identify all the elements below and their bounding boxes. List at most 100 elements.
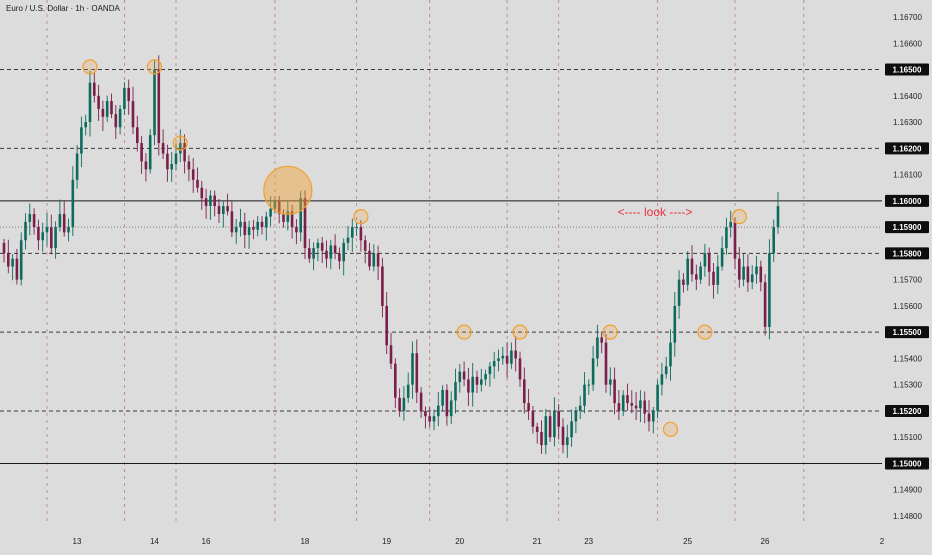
candle-body [131,101,135,128]
candlestick-series [2,55,780,458]
candle [179,129,182,163]
candle-body [174,153,178,165]
price-level-badge: 1.16200 [885,142,929,155]
candle [355,222,358,236]
candle-body [630,403,634,406]
candle-body [415,353,419,393]
candle-body [88,82,92,123]
candle [226,193,229,216]
candle-body [759,266,763,283]
time-axis[interactable]: 13 14 16 18 19 20 21 23 25 26 2 [73,537,885,546]
highlight-circle [697,324,713,340]
candle [140,136,143,174]
price-level-badge: 1.16500 [885,63,929,76]
candle [230,201,234,238]
price-badge-box [885,457,929,470]
candle [54,221,57,259]
candle [664,356,668,379]
candle [217,198,221,223]
candle [600,331,603,354]
candle [531,405,535,434]
candle-body [432,416,436,422]
candle-body [755,266,758,275]
candle-body [381,266,384,306]
candle-body [634,405,638,409]
candle-body [613,379,616,404]
candle-body [58,213,62,228]
candle-body [217,206,221,214]
candle [544,409,548,455]
candle-body [686,258,689,285]
candle [359,220,363,252]
candle-body [531,410,535,427]
annotation-look: <---- look ----> [618,205,693,219]
chart-title: Euro / U.S. Dollar · 1h · OANDA [6,4,120,13]
candle-body [359,227,363,241]
price-tick-label: 1.15100 [893,433,922,442]
candle [729,210,732,238]
candle [97,84,100,121]
candle-body [71,179,75,228]
candle-body [527,403,530,411]
candle-body [484,374,487,380]
candle-body [660,374,664,385]
candle-body [209,195,212,207]
candle-body [45,227,49,233]
candle-body [750,274,754,283]
highlight-circle [353,209,369,225]
candle-body [600,337,603,343]
highlight-circle [731,209,747,225]
candle [432,409,436,431]
candle [234,218,238,244]
price-axis[interactable]: 1.16700 1.16600 1.16500 1.16400 1.16300 1.162… [885,13,929,521]
candle [660,362,664,396]
candle [45,212,49,247]
candle [462,361,466,387]
candle [299,190,302,242]
price-badge-label: 1.15200 [893,407,922,416]
candle-body [282,213,285,222]
candle [591,345,595,392]
candle [497,349,500,372]
candle [148,129,152,174]
candle [166,144,169,182]
candle-body [449,400,453,417]
candle-body [385,305,388,346]
price-badge-label: 1.16200 [893,144,922,153]
price-tick-label: 1.15700 [893,276,922,285]
candle-body [19,240,23,280]
candle-body [161,143,165,154]
candle-body [127,87,130,102]
candle [247,220,251,249]
price-tick-label: 1.14800 [893,512,922,521]
candle [256,216,259,237]
candle-body [308,248,311,259]
candle [41,222,44,252]
candle-body [179,143,182,154]
highlight-circle [602,324,618,340]
candle [514,336,517,372]
candle [505,342,509,379]
candle-body [492,361,496,367]
candle-body [303,198,307,249]
candle [738,247,741,288]
candle-body [699,266,702,280]
candle [475,370,479,394]
candle-body [166,153,169,170]
candle-body [720,248,724,267]
candle [286,201,290,231]
candle [578,395,582,420]
candle-body [553,410,556,438]
candle [88,70,92,137]
candle [518,351,522,388]
candle [295,219,298,245]
candle [458,364,462,393]
candle [67,218,70,242]
candle [716,254,720,294]
candle [437,391,440,427]
candle-body [544,416,548,446]
candle-body [80,127,83,154]
candle [93,72,96,103]
